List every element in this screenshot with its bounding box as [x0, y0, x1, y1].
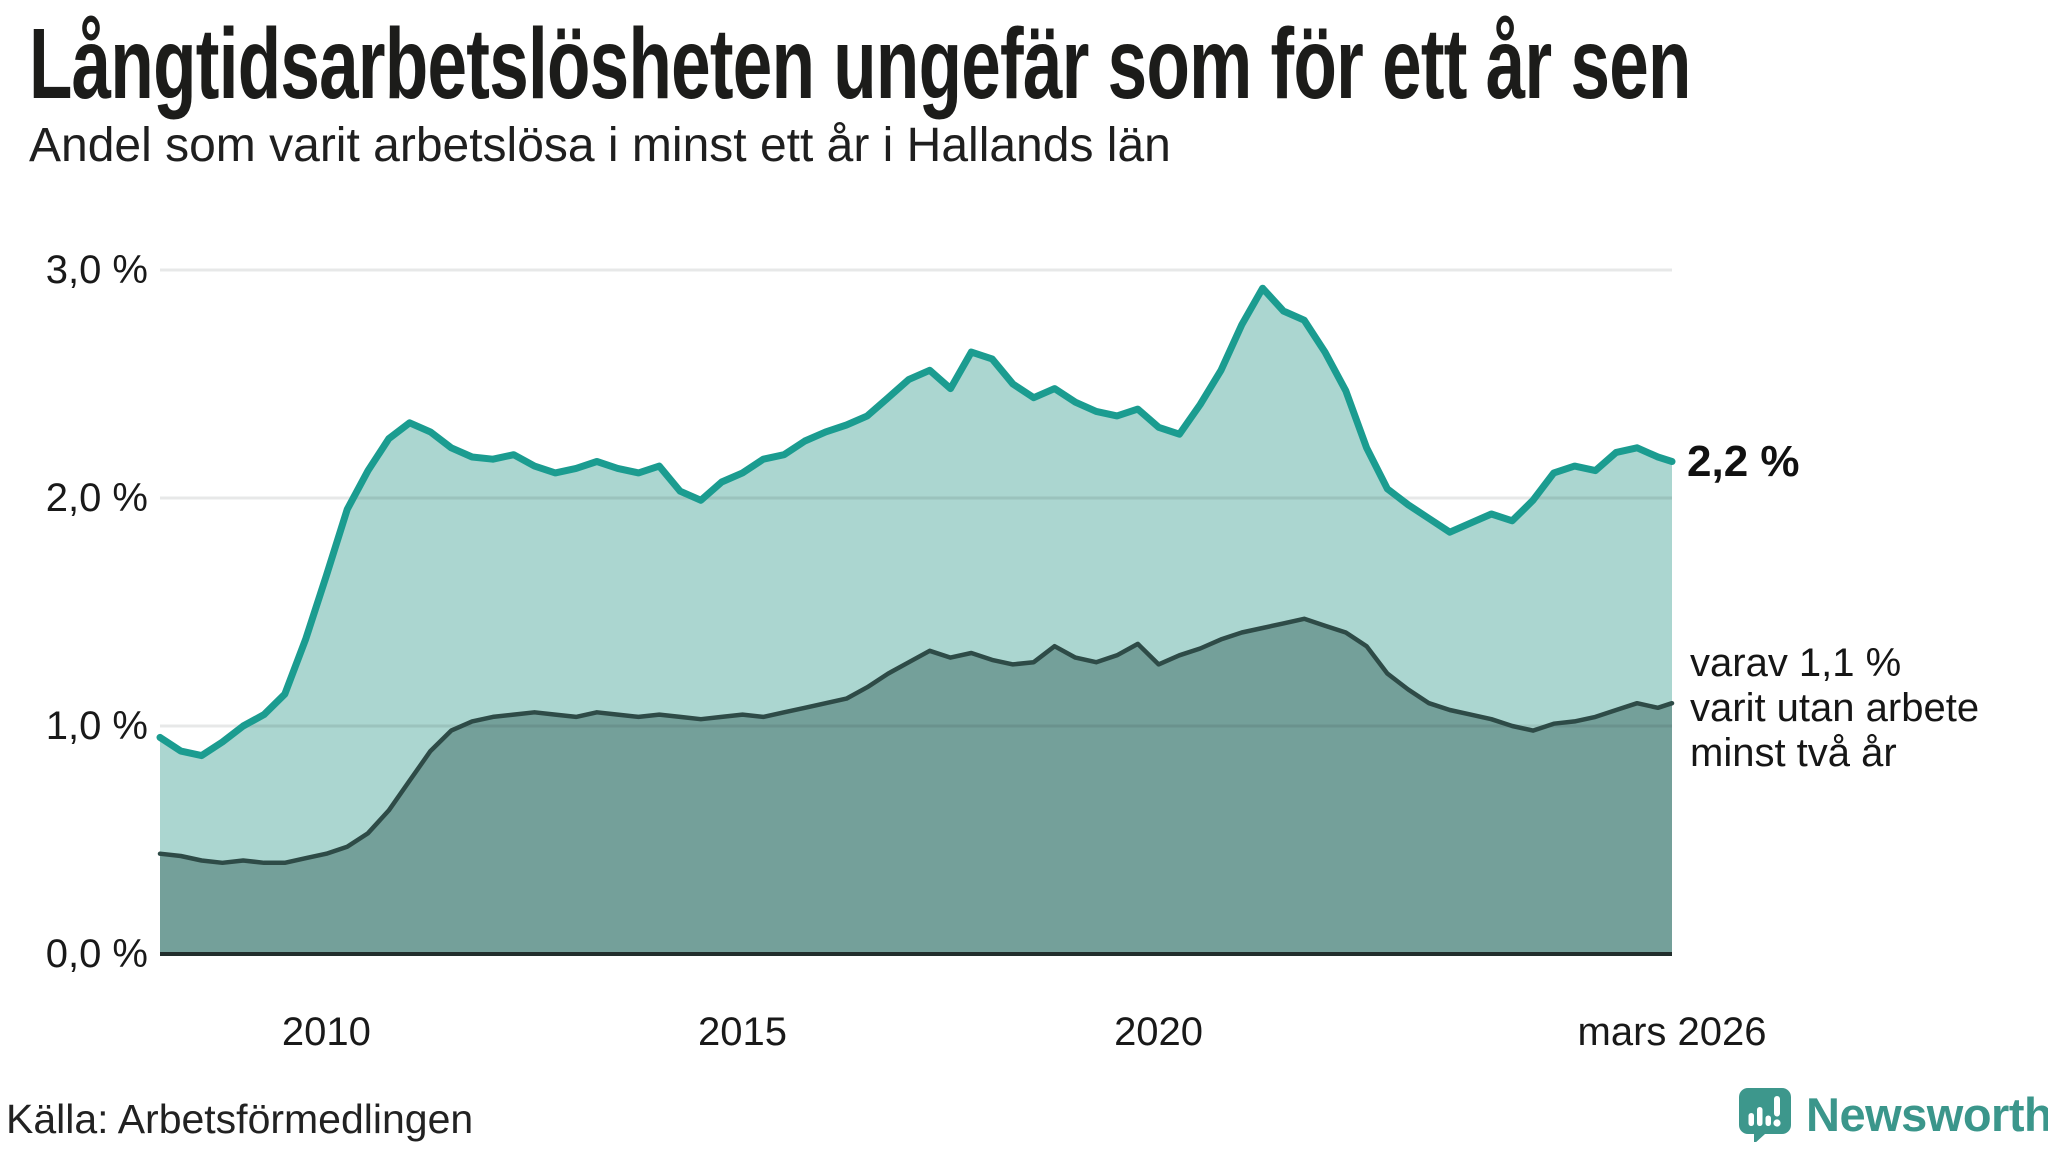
page-title: Långtidsarbetslösheten ungefär som för e…	[29, 8, 1691, 120]
breakdown-line-1: varav 1,1 %	[1690, 641, 1902, 686]
series-line-0	[156, 284, 1676, 760]
y-tick-label: 2,0 %	[45, 476, 148, 520]
source-note: Källa: Arbetsförmedlingen	[6, 1096, 474, 1142]
y-tick-label: 1,0 %	[45, 704, 148, 748]
y-tick-label: 3,0 %	[45, 248, 148, 292]
series-value-label-breakdown: varav 1,1 % varit utan arbete minst två …	[1690, 641, 1979, 776]
brand-logo: Newsworthy	[1737, 1085, 2048, 1143]
breakdown-line-2: varit utan arbete	[1690, 686, 1980, 731]
area-fill-1	[160, 618, 1672, 954]
x-tick-label: 2020	[1114, 1010, 1204, 1054]
series-value-label-total: 2,2 %	[1687, 436, 1800, 486]
x-tick-label: mars 2026	[1577, 1010, 1767, 1054]
breakdown-line-3: minst två år	[1690, 731, 1897, 776]
y-tick-label: 0,0 %	[45, 932, 148, 976]
x-tick-label: 2015	[697, 1010, 787, 1054]
brand-name: Newsworthy	[1806, 1087, 2048, 1141]
page-subtitle: Andel som varit arbetslösa i minst ett å…	[29, 119, 1171, 172]
x-tick-label: 2010	[281, 1010, 371, 1054]
series-line-1	[157, 616, 1675, 866]
newsworthy-bubble-chart-icon	[1739, 1088, 1791, 1142]
